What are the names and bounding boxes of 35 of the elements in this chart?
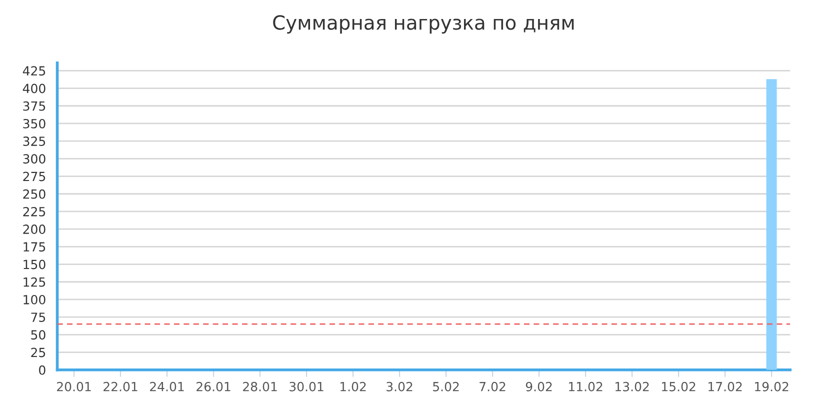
y-tick-label: 275: [23, 172, 46, 182]
x-tick-label: 15.02: [662, 382, 696, 392]
x-tick-label: 24.01: [150, 382, 184, 392]
y-tick-label: 350: [23, 118, 46, 128]
y-tick-label: 250: [23, 189, 46, 199]
y-tick-label: 400: [22, 84, 46, 94]
y-tick-label: 375: [23, 101, 46, 111]
x-tick-label: 1.02: [340, 382, 366, 392]
y-tick-label: 25: [31, 348, 46, 358]
y-tick-label: 225: [23, 206, 46, 216]
x-tick-label: 9.02: [526, 382, 552, 392]
x-tick-label: 11.02: [569, 382, 602, 392]
y-tick-label: 100: [24, 294, 46, 304]
x-tick-label: 20.01: [57, 382, 91, 392]
x-tick-label: 13.02: [616, 382, 649, 392]
x-tick-label: 17.02: [708, 382, 742, 392]
x-tick-label: 22.01: [104, 382, 138, 392]
y-tick-label: 75: [31, 312, 46, 322]
x-tick-label: 26.01: [196, 382, 230, 392]
y-tick-label: 300: [23, 154, 46, 164]
y-tick-label: 50: [31, 330, 46, 340]
x-tick-label: 3.02: [386, 382, 412, 392]
y-tick-label: 150: [24, 260, 46, 270]
y-tick-label: 0: [39, 365, 46, 375]
x-tick-label: 28.01: [243, 382, 277, 392]
y-tick-label: 125: [24, 277, 46, 287]
x-tick-label: 30.01: [290, 382, 324, 392]
x-tick-label: 19.02: [755, 382, 788, 392]
y-tick-label: 425: [22, 66, 46, 76]
y-tick-label: 325: [23, 136, 46, 146]
y-tick-label: 175: [24, 242, 46, 252]
chart-title: Суммарная нагрузка по дням: [273, 15, 574, 34]
y-tick-label: 200: [23, 224, 46, 234]
x-tick-label: 7.02: [480, 382, 506, 392]
x-tick-label: 5.02: [433, 382, 459, 392]
